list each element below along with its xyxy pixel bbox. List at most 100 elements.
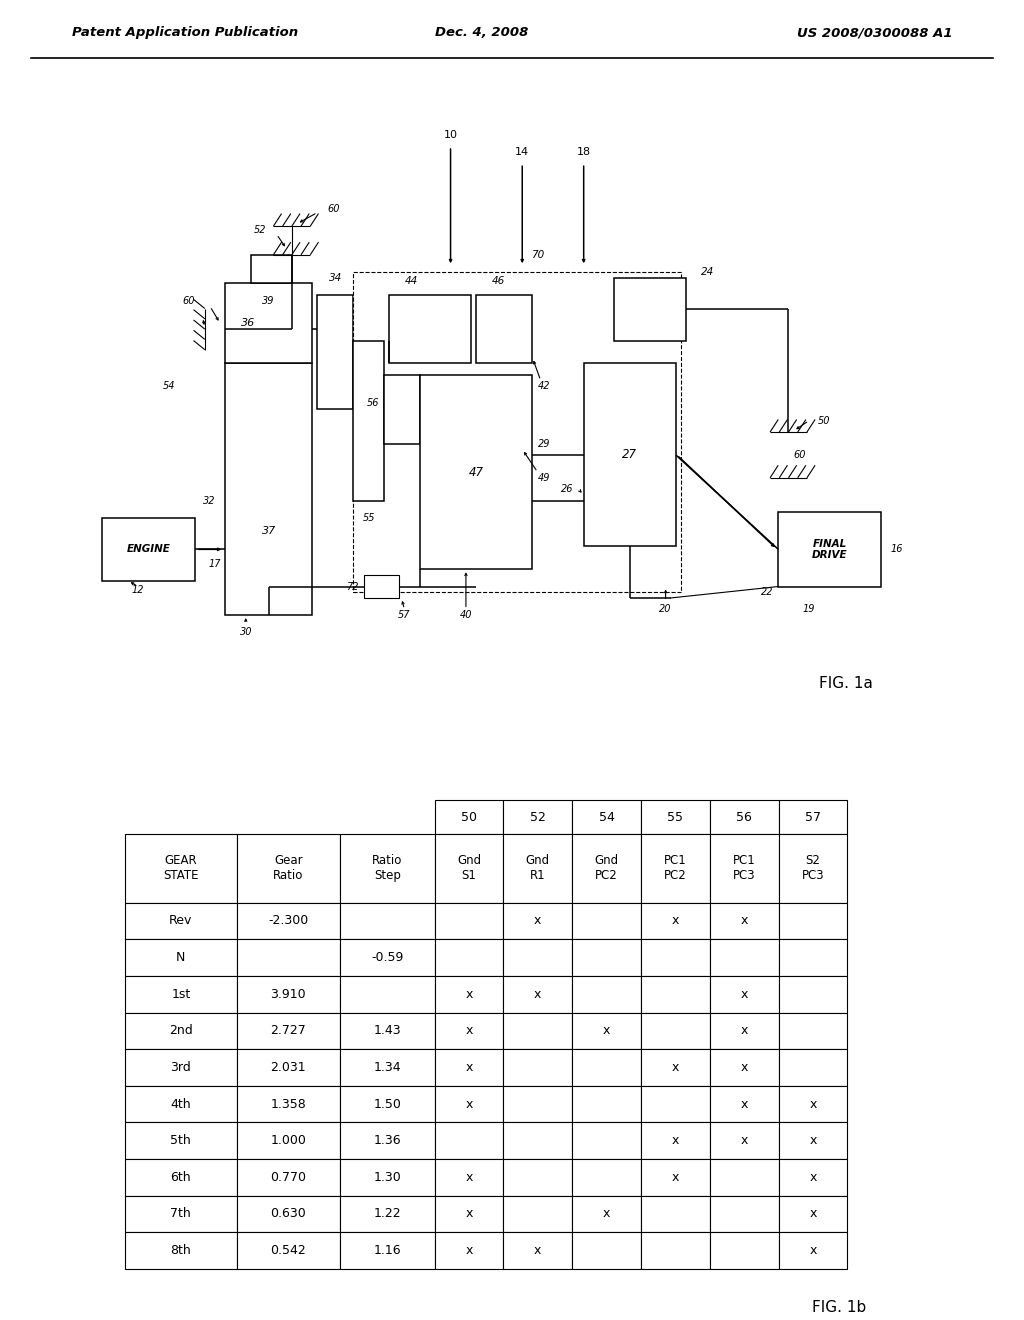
Bar <box>641 903 710 940</box>
Bar <box>572 1012 641 1049</box>
Text: 44: 44 <box>404 276 418 286</box>
Bar <box>504 940 572 975</box>
Bar <box>504 1233 572 1269</box>
Text: 0.770: 0.770 <box>270 1171 306 1184</box>
Bar <box>237 1122 340 1159</box>
Text: 12: 12 <box>132 585 144 595</box>
Text: 55: 55 <box>362 513 375 523</box>
Text: Dec. 4, 2008: Dec. 4, 2008 <box>434 26 528 40</box>
Bar <box>572 940 641 975</box>
Bar <box>340 1196 434 1233</box>
Bar <box>710 1122 778 1159</box>
Bar <box>778 975 848 1012</box>
Text: x: x <box>740 987 748 1001</box>
Text: x: x <box>603 1208 610 1221</box>
Bar <box>572 800 641 834</box>
Text: 36: 36 <box>241 318 255 329</box>
Bar <box>434 940 504 975</box>
Text: x: x <box>672 1171 679 1184</box>
Text: x: x <box>465 1024 473 1038</box>
Bar <box>710 940 778 975</box>
Bar <box>434 834 504 903</box>
Bar <box>340 834 434 903</box>
Bar <box>504 1122 572 1159</box>
Bar <box>434 1196 504 1233</box>
Bar <box>125 903 237 940</box>
Text: Gnd
R1: Gnd R1 <box>525 854 550 883</box>
Text: FIG. 1b: FIG. 1b <box>812 1300 866 1316</box>
Bar <box>237 940 340 975</box>
Bar <box>641 975 710 1012</box>
Bar <box>572 1049 641 1086</box>
Bar <box>340 1086 434 1122</box>
Text: 50: 50 <box>461 810 477 824</box>
Text: 19: 19 <box>803 605 815 614</box>
Bar <box>125 975 237 1012</box>
Bar <box>434 1012 504 1049</box>
Bar <box>237 1159 340 1196</box>
Bar <box>710 1196 778 1233</box>
Bar <box>778 834 848 903</box>
Text: 1.000: 1.000 <box>270 1134 306 1147</box>
Text: 16: 16 <box>891 544 903 554</box>
Bar <box>710 903 778 940</box>
Bar <box>340 940 434 975</box>
Text: x: x <box>740 1098 748 1110</box>
Text: 40: 40 <box>460 610 472 620</box>
Bar <box>476 294 532 363</box>
Text: PC1
PC3: PC1 PC3 <box>733 854 756 883</box>
Text: 27: 27 <box>623 449 637 462</box>
Text: 1.34: 1.34 <box>374 1061 401 1074</box>
Bar <box>778 940 848 975</box>
Bar <box>434 903 504 940</box>
Text: 5th: 5th <box>170 1134 191 1147</box>
Bar <box>504 800 572 834</box>
Bar <box>641 834 710 903</box>
Text: N: N <box>176 952 185 964</box>
Text: x: x <box>465 1208 473 1221</box>
Bar <box>710 1233 778 1269</box>
Bar <box>710 1086 778 1122</box>
Bar <box>125 1233 237 1269</box>
Text: 26: 26 <box>561 484 573 494</box>
Text: 39: 39 <box>262 296 274 305</box>
Bar <box>778 1233 848 1269</box>
Bar <box>102 517 195 581</box>
Bar <box>710 1012 778 1049</box>
Bar <box>778 1012 848 1049</box>
Bar <box>572 1196 641 1233</box>
Text: 0.630: 0.630 <box>270 1208 306 1221</box>
Bar <box>572 975 641 1012</box>
Bar <box>434 800 504 834</box>
Bar <box>504 1086 572 1122</box>
Bar <box>710 834 778 903</box>
Bar <box>317 294 353 409</box>
Text: Rev: Rev <box>169 915 193 928</box>
Text: US 2008/0300088 A1: US 2008/0300088 A1 <box>797 26 952 40</box>
Bar <box>340 903 434 940</box>
Text: 57: 57 <box>805 810 821 824</box>
Bar <box>504 1049 572 1086</box>
Text: 56: 56 <box>736 810 753 824</box>
Bar <box>572 1086 641 1122</box>
Text: 17: 17 <box>209 560 221 569</box>
Text: Ratio
Step: Ratio Step <box>372 854 402 883</box>
Text: 1st: 1st <box>171 987 190 1001</box>
Bar <box>572 834 641 903</box>
Text: -2.300: -2.300 <box>268 915 308 928</box>
Text: x: x <box>465 987 473 1001</box>
Text: x: x <box>740 1024 748 1038</box>
Text: 72: 72 <box>346 582 358 591</box>
Text: 24: 24 <box>701 267 715 277</box>
Bar <box>778 1049 848 1086</box>
Text: 32: 32 <box>203 496 215 506</box>
Text: 60: 60 <box>328 205 340 214</box>
Text: 2.727: 2.727 <box>270 1024 306 1038</box>
Text: 37: 37 <box>262 527 275 536</box>
Bar <box>237 1012 340 1049</box>
Bar <box>340 1159 434 1196</box>
Text: x: x <box>465 1245 473 1257</box>
Text: Patent Application Publication: Patent Application Publication <box>72 26 298 40</box>
Text: 56: 56 <box>367 399 379 408</box>
Bar <box>237 1049 340 1086</box>
